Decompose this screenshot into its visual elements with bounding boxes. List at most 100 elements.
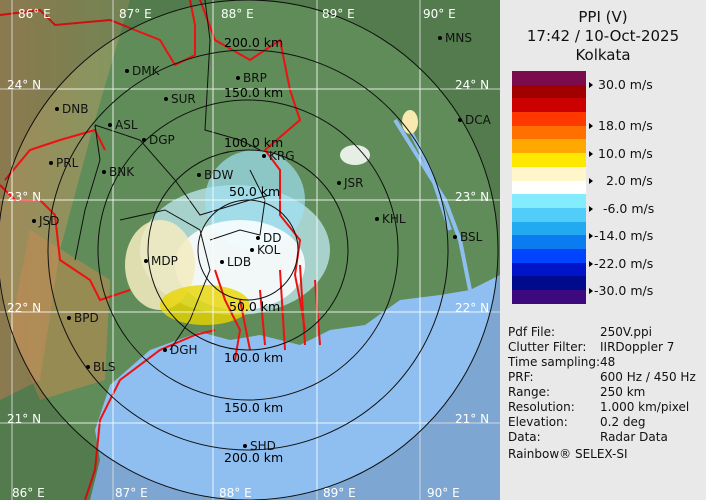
station-label: SUR <box>171 92 196 106</box>
color-band <box>512 207 586 222</box>
lat-label-23-right: 23° N <box>455 190 490 204</box>
product-title: PPI (V) <box>578 8 628 26</box>
station-label: KRG <box>269 149 295 163</box>
velocity-color-scale <box>512 71 586 304</box>
lon-label-86-bottom: 86° E <box>12 486 45 500</box>
station-dot-icon <box>220 260 224 264</box>
station-dot-icon <box>453 235 457 239</box>
color-band <box>512 112 586 126</box>
station-label: BDW <box>204 168 234 182</box>
info-value: IIRDoppler 7 <box>600 340 675 354</box>
color-band <box>512 98 586 113</box>
color-band <box>512 153 586 167</box>
info-key: PRF: <box>508 370 534 384</box>
range-rings <box>0 0 499 500</box>
info-key: Range: <box>508 385 551 399</box>
scale-label: 30.0 m/s <box>598 77 653 92</box>
lat-label-22-left: 22° N <box>7 301 42 315</box>
station-label: BRP <box>243 71 267 85</box>
scale-tick-icon <box>589 288 593 294</box>
station-dot-icon <box>32 219 36 223</box>
lon-label-90-top: 90° E <box>423 7 456 21</box>
color-band <box>512 290 586 304</box>
range-label-100-north: 100.0 km <box>224 135 284 150</box>
site-name: Kolkata <box>575 46 631 64</box>
station-dot-icon <box>144 259 148 263</box>
color-band <box>512 71 586 85</box>
scale-tick-icon <box>589 206 593 212</box>
lat-label-21-left: 21° N <box>7 412 42 426</box>
info-value: 48 <box>600 355 616 369</box>
lon-label-89-top: 89° E <box>322 7 355 21</box>
station-label: PRL <box>56 156 79 170</box>
credit: Rainbow® SELEX-SI <box>508 447 628 461</box>
station-label: LDB <box>227 255 252 269</box>
station-label: SHD <box>250 439 276 453</box>
station-dot-icon <box>458 118 462 122</box>
lat-label-23-left: 23° N <box>7 190 42 204</box>
color-band <box>512 262 586 277</box>
scale-label: 18.0 m/s <box>598 118 653 133</box>
lat-label-24-left: 24° N <box>7 78 42 92</box>
district-borders <box>74 0 271 351</box>
scale-tick-icon <box>589 123 593 129</box>
range-label-150-south: 150.0 km <box>224 400 284 415</box>
info-key: Clutter Filter: <box>508 340 587 354</box>
range-ring <box>147 149 349 351</box>
info-key: Time sampling: <box>508 355 601 369</box>
station-label: JSD <box>39 214 60 228</box>
station-dot-icon <box>197 173 201 177</box>
station-dot-icon <box>438 36 442 40</box>
scale-label: -22.0 m/s <box>594 256 654 271</box>
range-label-200-north: 200.0 km <box>224 35 284 50</box>
info-value: 250 km <box>600 385 646 399</box>
lat-label-22-right: 22° N <box>455 301 490 315</box>
range-label-50-south: 50.0 km <box>229 299 281 314</box>
color-band <box>512 194 586 208</box>
lon-label-90-bottom: 90° E <box>427 486 460 500</box>
station-label: DD <box>263 231 282 245</box>
info-value: Radar Data <box>600 430 668 444</box>
scale-label: 10.0 m/s <box>598 146 653 161</box>
scale-label: -30.0 m/s <box>594 283 654 298</box>
scale-tick-icon <box>589 178 593 184</box>
station-label: DCA <box>465 113 491 127</box>
station-label: JSR <box>344 176 364 190</box>
color-band <box>512 166 586 181</box>
scale-label: -14.0 m/s <box>594 228 654 243</box>
map-background <box>0 0 500 500</box>
range-label-50-north: 50.0 km <box>229 184 281 199</box>
graticule <box>0 0 500 500</box>
plateau <box>10 230 110 400</box>
lon-label-86-top: 86° E <box>18 7 51 21</box>
range-ring <box>197 199 299 301</box>
scale-tick-icon <box>589 82 593 88</box>
info-key: Elevation: <box>508 415 568 429</box>
info-value: 250V.ppi <box>600 325 652 339</box>
lon-label-88-top: 88° E <box>221 7 254 21</box>
scale-tick-icon <box>589 151 593 157</box>
station-dot-icon <box>102 170 106 174</box>
range-label-200-south: 200.0 km <box>224 450 284 465</box>
station-label: BNK <box>109 165 135 179</box>
color-band <box>512 235 586 249</box>
station-label: MNS <box>445 31 472 45</box>
range-ring <box>97 99 399 401</box>
station-label: KOL <box>257 243 281 257</box>
lon-label-88-bottom: 88° E <box>219 486 252 500</box>
info-key: Data: <box>508 430 541 444</box>
color-band <box>512 125 586 140</box>
lon-label-89-bottom: 89° E <box>323 486 356 500</box>
out-of-range-shade <box>0 0 500 500</box>
range-ring <box>47 49 449 451</box>
info-value: 600 Hz / 450 Hz <box>600 370 696 384</box>
station-label: DNB <box>62 102 89 116</box>
info-key: Resolution: <box>508 400 575 414</box>
station-label: BPD <box>74 311 99 325</box>
range-label-150-north: 150.0 km <box>224 85 284 100</box>
station-label: BLS <box>93 360 116 374</box>
station-dot-icon <box>236 76 240 80</box>
station-label: DGP <box>149 133 175 147</box>
info-value: 0.2 deg <box>600 415 646 429</box>
lon-label-87-top: 87° E <box>119 7 152 21</box>
